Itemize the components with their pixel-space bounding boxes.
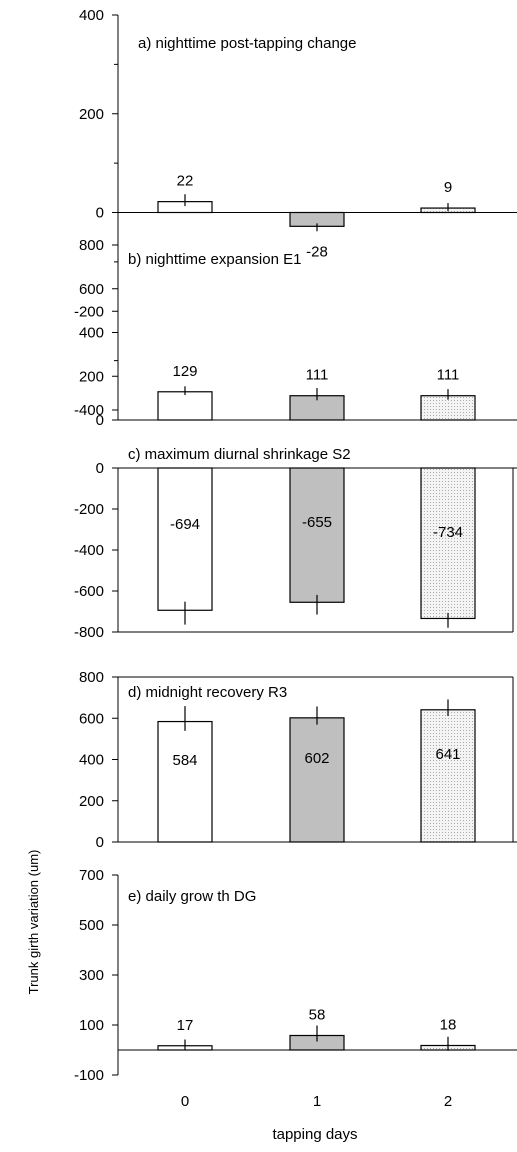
y-tick-label: -800 xyxy=(74,624,104,641)
y-tick-label: 0 xyxy=(96,834,104,851)
y-tick-label: 200 xyxy=(79,106,104,123)
y-tick-label: 200 xyxy=(79,368,104,385)
y-tick-label: 200 xyxy=(79,793,104,810)
panel-c: 0 -200 -400 -600 -800 -694 -655 -734 c) maximum … xyxy=(74,446,517,641)
y-tick-label: 400 xyxy=(79,752,104,769)
y-tick-label: -200 xyxy=(74,303,104,320)
data-label: 111 xyxy=(437,367,460,384)
bar-day-1 xyxy=(289,467,345,603)
x-tick-label: 1 xyxy=(313,1093,321,1110)
panel-title: b) nighttime expansion E1 xyxy=(128,251,301,268)
data-label: 17 xyxy=(177,1017,194,1034)
y-tick-label: 300 xyxy=(79,967,104,984)
y-tick-label: 800 xyxy=(79,669,104,686)
data-label: 584 xyxy=(172,752,197,769)
y-tick-label: 800 xyxy=(79,237,104,254)
y-tick-label: 0 xyxy=(96,460,104,477)
panel-e: 700 500 300 100 -100 17 58 18 e) daily grow th D… xyxy=(74,867,517,1084)
data-label: -655 xyxy=(302,514,332,531)
data-label: 22 xyxy=(177,173,194,190)
bar-day-0 xyxy=(157,391,213,421)
y-tick-label: 700 xyxy=(79,867,104,884)
y-tick-label: -600 xyxy=(74,583,104,600)
panel-title: a) nighttime post-tapping change xyxy=(138,35,356,52)
data-label: 18 xyxy=(440,1017,457,1034)
panel-title: d) midnight recovery R3 xyxy=(128,684,287,701)
x-tick-label: 2 xyxy=(444,1093,452,1110)
panel-title: e) daily grow th DG xyxy=(128,888,256,905)
y-tick-label: 0 xyxy=(96,412,104,429)
data-label: -694 xyxy=(170,516,200,533)
data-label: 58 xyxy=(309,1007,326,1024)
bar-day-2 xyxy=(420,395,476,421)
y-tick-label: -100 xyxy=(74,1067,104,1084)
x-axis-title: tapping days xyxy=(272,1126,357,1143)
y-tick-label: 0 xyxy=(96,205,104,222)
data-label: -734 xyxy=(433,524,463,541)
panel-b: 800 600 400 200 0 129 111 111 b) nighttime expan… xyxy=(79,237,517,429)
panels: 400 200 0 -200 -400 22 -28 9 a) nighttime post-t… xyxy=(74,7,517,1084)
y-tick-label: 600 xyxy=(79,710,104,727)
panel-title: c) maximum diurnal shrinkage S2 xyxy=(128,446,351,463)
data-label: 129 xyxy=(172,363,197,380)
y-axis-title: Trunk girth variation (um) xyxy=(26,850,41,995)
y-tick-label: 400 xyxy=(79,7,104,24)
bar-day-0 xyxy=(157,720,213,843)
y-tick-label: -400 xyxy=(74,402,104,419)
data-label: 111 xyxy=(306,367,329,384)
bar-day-2 xyxy=(420,467,476,620)
bar-day-0 xyxy=(157,467,213,611)
y-tick-label: -200 xyxy=(74,501,104,518)
y-tick-label: 400 xyxy=(79,325,104,342)
y-tick-label: 100 xyxy=(79,1017,104,1034)
bar-day-2 xyxy=(420,709,476,843)
data-label: 9 xyxy=(444,179,452,196)
data-label: 641 xyxy=(435,746,460,763)
x-axis-tick-labels: 0 1 2 xyxy=(181,1093,452,1110)
y-tick-label: 500 xyxy=(79,917,104,934)
bar-day-1 xyxy=(289,717,345,843)
y-tick-label: 600 xyxy=(79,281,104,298)
panel-a: 400 200 0 -200 -400 22 -28 9 a) nighttime post-t… xyxy=(74,7,517,419)
data-label: -28 xyxy=(306,243,328,260)
y-tick-label: -400 xyxy=(74,542,104,559)
panel-d: 800 600 400 200 0 584 602 641 d) midnight recove… xyxy=(79,669,517,851)
x-tick-label: 0 xyxy=(181,1093,189,1110)
data-label: 602 xyxy=(304,750,329,767)
